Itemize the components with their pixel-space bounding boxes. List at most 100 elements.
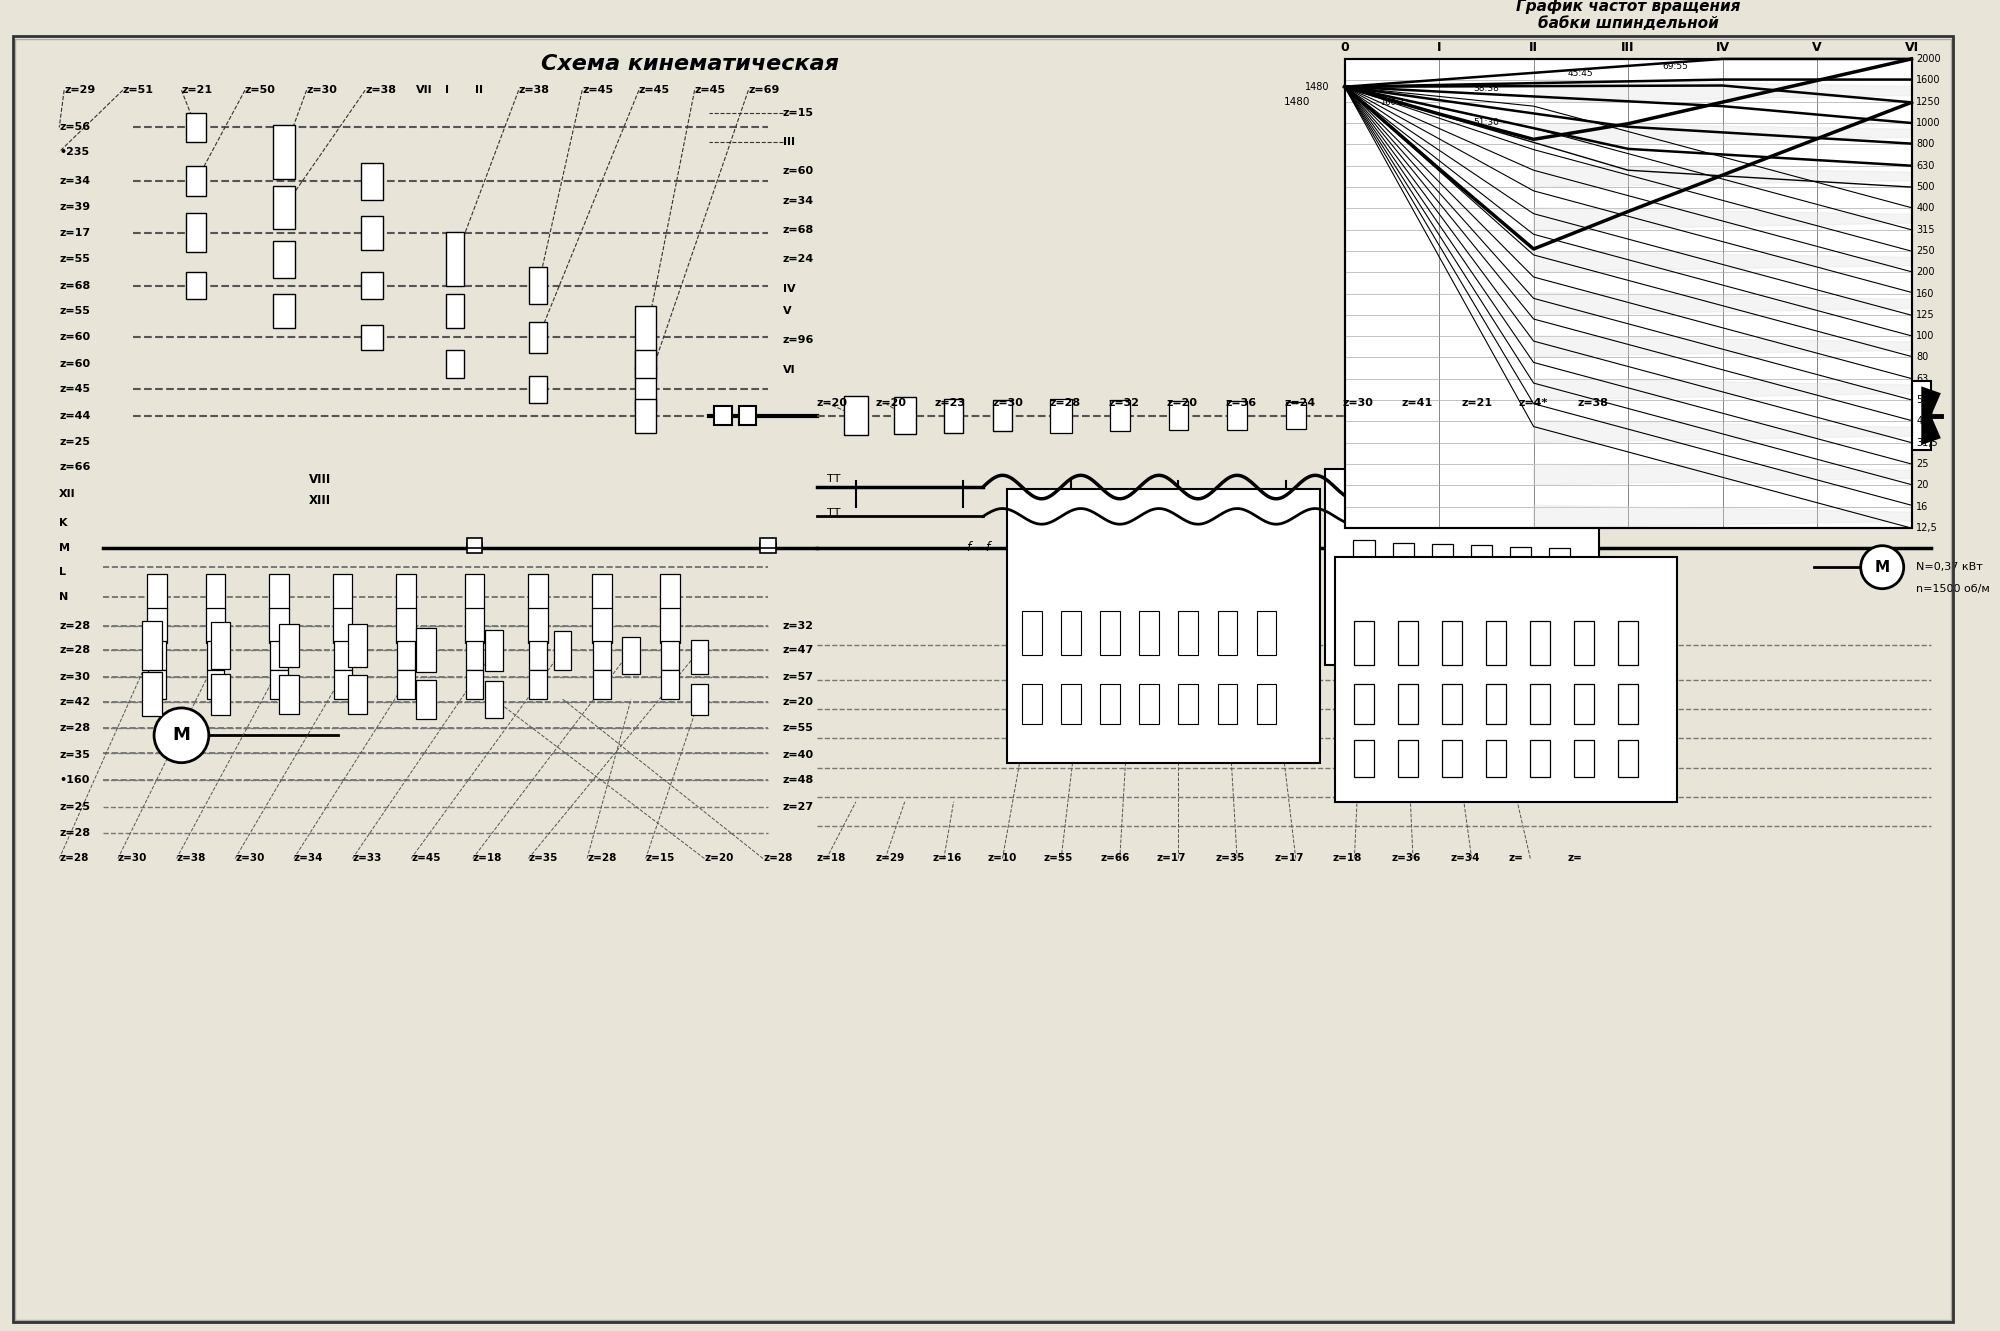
Text: K: K [60,518,68,528]
Text: z=32: z=32 [782,620,814,631]
Bar [530,268,548,305]
Text: z=25: z=25 [60,801,90,812]
Bar [362,162,382,200]
Text: z=36: z=36 [1392,853,1420,864]
Bar [274,185,294,229]
Bar [1120,677,1140,711]
Polygon shape [1534,122,1912,144]
Text: z=38: z=38 [176,853,206,864]
Bar [1548,547,1570,587]
Text: 16: 16 [1916,502,1928,512]
Text: N: N [60,591,68,602]
Bar [206,608,226,643]
Bar [280,675,298,713]
Polygon shape [1534,208,1912,230]
Text: z=28: z=28 [60,828,90,839]
Text: II: II [1530,41,1538,53]
Text: 500: 500 [1916,182,1934,192]
Text: z=33: z=33 [352,853,382,864]
Text: z=30: z=30 [306,85,338,96]
Text: VI: VI [1904,41,1918,53]
Bar [1530,622,1550,666]
Bar [1530,740,1550,777]
Bar [894,397,916,434]
Text: z=28: z=28 [60,724,90,733]
Text: •160: •160 [60,775,90,785]
Text: z=25: z=25 [60,437,90,447]
Bar [416,628,436,672]
Text: z=51: z=51 [122,85,154,96]
Text: z=45: z=45 [582,85,614,96]
Text: z=30: z=30 [1342,398,1374,409]
Bar [186,113,206,142]
Bar [1326,470,1598,666]
Text: z=36: z=36 [1226,398,1256,409]
Text: z=28: z=28 [1050,398,1080,409]
Text: z=66: z=66 [1100,853,1130,864]
Bar [1022,676,1042,713]
Text: z=27: z=27 [782,801,814,812]
Text: График частот вращения
бабки шпиндельной: График частот вращения бабки шпиндельной [1516,0,1740,32]
Text: z=28: z=28 [588,853,616,864]
Bar [186,166,206,196]
Bar [528,574,548,610]
Text: V: V [1812,41,1822,53]
Bar [1510,547,1532,588]
Text: f: f [986,542,990,554]
Text: z=40: z=40 [782,749,814,760]
Text: z=55: z=55 [782,724,814,733]
Bar [398,640,416,669]
Text: z=18: z=18 [1332,853,1362,864]
Bar [1462,402,1482,430]
Bar [660,574,680,610]
Bar [466,543,482,552]
Text: z=34: z=34 [60,176,90,186]
Bar [486,630,504,671]
Bar [992,401,1012,431]
Bar [1354,684,1374,724]
Bar [466,538,482,547]
Text: z=41: z=41 [1402,398,1432,409]
Bar [466,640,484,669]
Text: z=21: z=21 [1462,398,1494,409]
Text: z=17: z=17 [1156,853,1186,864]
Bar [348,675,368,713]
Text: z=30: z=30 [118,853,148,864]
Bar [592,640,610,669]
Text: N=0,37 кВт: N=0,37 кВт [1916,562,1984,572]
Bar [1168,677,1188,711]
Bar [1218,684,1238,724]
Text: •235: •235 [60,146,90,157]
Bar [464,574,484,610]
Text: M: M [60,543,70,552]
Text: z=38: z=38 [518,85,550,96]
Text: 31,5: 31,5 [1916,438,1938,447]
Text: 38:38: 38:38 [1474,84,1500,93]
Bar [186,213,206,253]
Bar [592,574,612,610]
Bar [148,640,166,669]
Text: 0: 0 [1340,41,1348,53]
Text: z=18: z=18 [816,853,846,864]
Bar [844,397,868,435]
Bar [622,636,640,673]
Text: IV: IV [782,284,796,294]
Polygon shape [1534,506,1912,528]
Text: ТТ: ТТ [826,508,840,519]
Bar [142,622,162,669]
Bar [660,608,680,643]
Bar [446,350,464,378]
Text: 125: 125 [1916,310,1936,319]
Text: 250: 250 [1916,246,1936,256]
Text: z=20: z=20 [782,697,814,707]
Bar [1178,611,1198,655]
Bar [1618,622,1638,666]
Text: M: M [1874,560,1890,575]
Bar [1486,740,1506,777]
Text: 80: 80 [1916,353,1928,362]
Text: z=60: z=60 [60,359,90,369]
Text: 1480: 1480 [1306,81,1330,92]
Text: VII: VII [416,85,432,96]
Bar [760,538,776,547]
Bar [398,669,416,699]
